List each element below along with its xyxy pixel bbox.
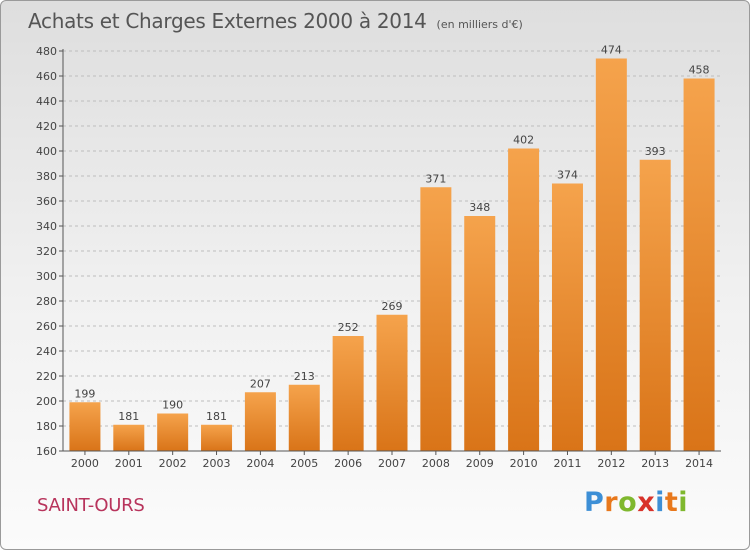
y-tick-label: 240 xyxy=(36,345,57,358)
data-label: 348 xyxy=(469,201,490,214)
y-tick-label: 300 xyxy=(36,270,57,283)
y-tick-label: 480 xyxy=(36,45,57,58)
data-label: 199 xyxy=(74,387,95,400)
x-tick-label: 2006 xyxy=(334,457,362,470)
x-tick-label: 2000 xyxy=(71,457,99,470)
x-tick-label: 2011 xyxy=(553,457,581,470)
proxiti-logo[interactable]: Proxiti xyxy=(584,487,688,518)
y-tick-label: 360 xyxy=(36,195,57,208)
bar xyxy=(113,424,145,451)
data-labels: 199 181 190 181 207 213 252 269 371 348 402 374 474 3… xyxy=(74,44,709,423)
logo-letter: x xyxy=(637,487,656,518)
x-tick-label: 2014 xyxy=(685,457,713,470)
logo-letter: t xyxy=(664,487,679,518)
y-tick-label: 280 xyxy=(36,295,57,308)
data-label: 474 xyxy=(601,44,622,57)
bar xyxy=(288,384,320,451)
bar xyxy=(595,58,627,451)
x-tick-label: 2007 xyxy=(378,457,406,470)
bar xyxy=(376,314,408,451)
x-tick-label: 2008 xyxy=(422,457,450,470)
y-tick-label: 220 xyxy=(36,370,57,383)
y-tick-label: 460 xyxy=(36,70,57,83)
data-label: 269 xyxy=(382,300,403,313)
chart-title: Achats et Charges Externes 2000 à 2014 xyxy=(28,9,427,33)
x-tick-label: 2005 xyxy=(290,457,318,470)
y-tick-label: 200 xyxy=(36,395,57,408)
axes xyxy=(59,49,721,455)
bar xyxy=(639,159,671,451)
commune-name: SAINT-OURS xyxy=(37,495,145,516)
y-tick-label: 320 xyxy=(36,245,57,258)
x-tick-label: 2010 xyxy=(510,457,538,470)
chart-title-block: Achats et Charges Externes 2000 à 2014 (e… xyxy=(28,9,523,33)
data-label: 207 xyxy=(250,377,271,390)
y-tick-label: 160 xyxy=(36,445,57,458)
bar xyxy=(420,187,452,451)
logo-letter: i xyxy=(655,487,665,518)
y-tick-label: 180 xyxy=(36,420,57,433)
bar xyxy=(332,336,364,451)
y-tick-label: 340 xyxy=(36,220,57,233)
data-label: 402 xyxy=(513,134,534,147)
y-tick-label: 420 xyxy=(36,120,57,133)
x-tick-label: 2004 xyxy=(246,457,274,470)
y-tick-label: 260 xyxy=(36,320,57,333)
bar xyxy=(551,183,583,451)
y-tick-label: 380 xyxy=(36,170,57,183)
bar xyxy=(683,78,715,451)
x-tick-label: 2002 xyxy=(159,457,187,470)
data-label: 181 xyxy=(118,410,139,423)
x-tick-label: 2001 xyxy=(115,457,143,470)
data-label: 393 xyxy=(645,145,666,158)
x-tick-label: 2009 xyxy=(466,457,494,470)
x-tick-label: 2013 xyxy=(641,457,669,470)
data-label: 181 xyxy=(206,410,227,423)
y-tick-labels: 160 180 200 220 240 260 280 300 320 340 360 380 400 4… xyxy=(36,45,57,458)
logo-letter: r xyxy=(604,487,619,518)
data-label: 458 xyxy=(689,64,710,77)
data-label: 252 xyxy=(338,321,359,334)
bar xyxy=(157,413,189,451)
data-label: 190 xyxy=(162,399,183,412)
x-tick-label: 2012 xyxy=(597,457,625,470)
data-label: 371 xyxy=(425,172,446,185)
bar xyxy=(69,402,101,451)
y-tick-label: 440 xyxy=(36,95,57,108)
bar xyxy=(508,148,540,451)
bar xyxy=(244,392,276,451)
bar xyxy=(464,216,496,451)
logo-letter: o xyxy=(618,487,638,518)
y-tick-label: 400 xyxy=(36,145,57,158)
bars xyxy=(69,58,715,451)
data-label: 213 xyxy=(294,370,315,383)
x-tick-labels: 2000 2001 2002 2003 2004 2005 2006 2007 2008 2009… xyxy=(71,457,713,470)
x-tick-label: 2003 xyxy=(203,457,231,470)
bar xyxy=(201,424,233,451)
data-label: 374 xyxy=(557,169,578,182)
logo-letter: P xyxy=(584,487,605,518)
logo-letter: i xyxy=(678,487,689,518)
chart-subtitle: (en milliers d'€) xyxy=(436,18,523,31)
